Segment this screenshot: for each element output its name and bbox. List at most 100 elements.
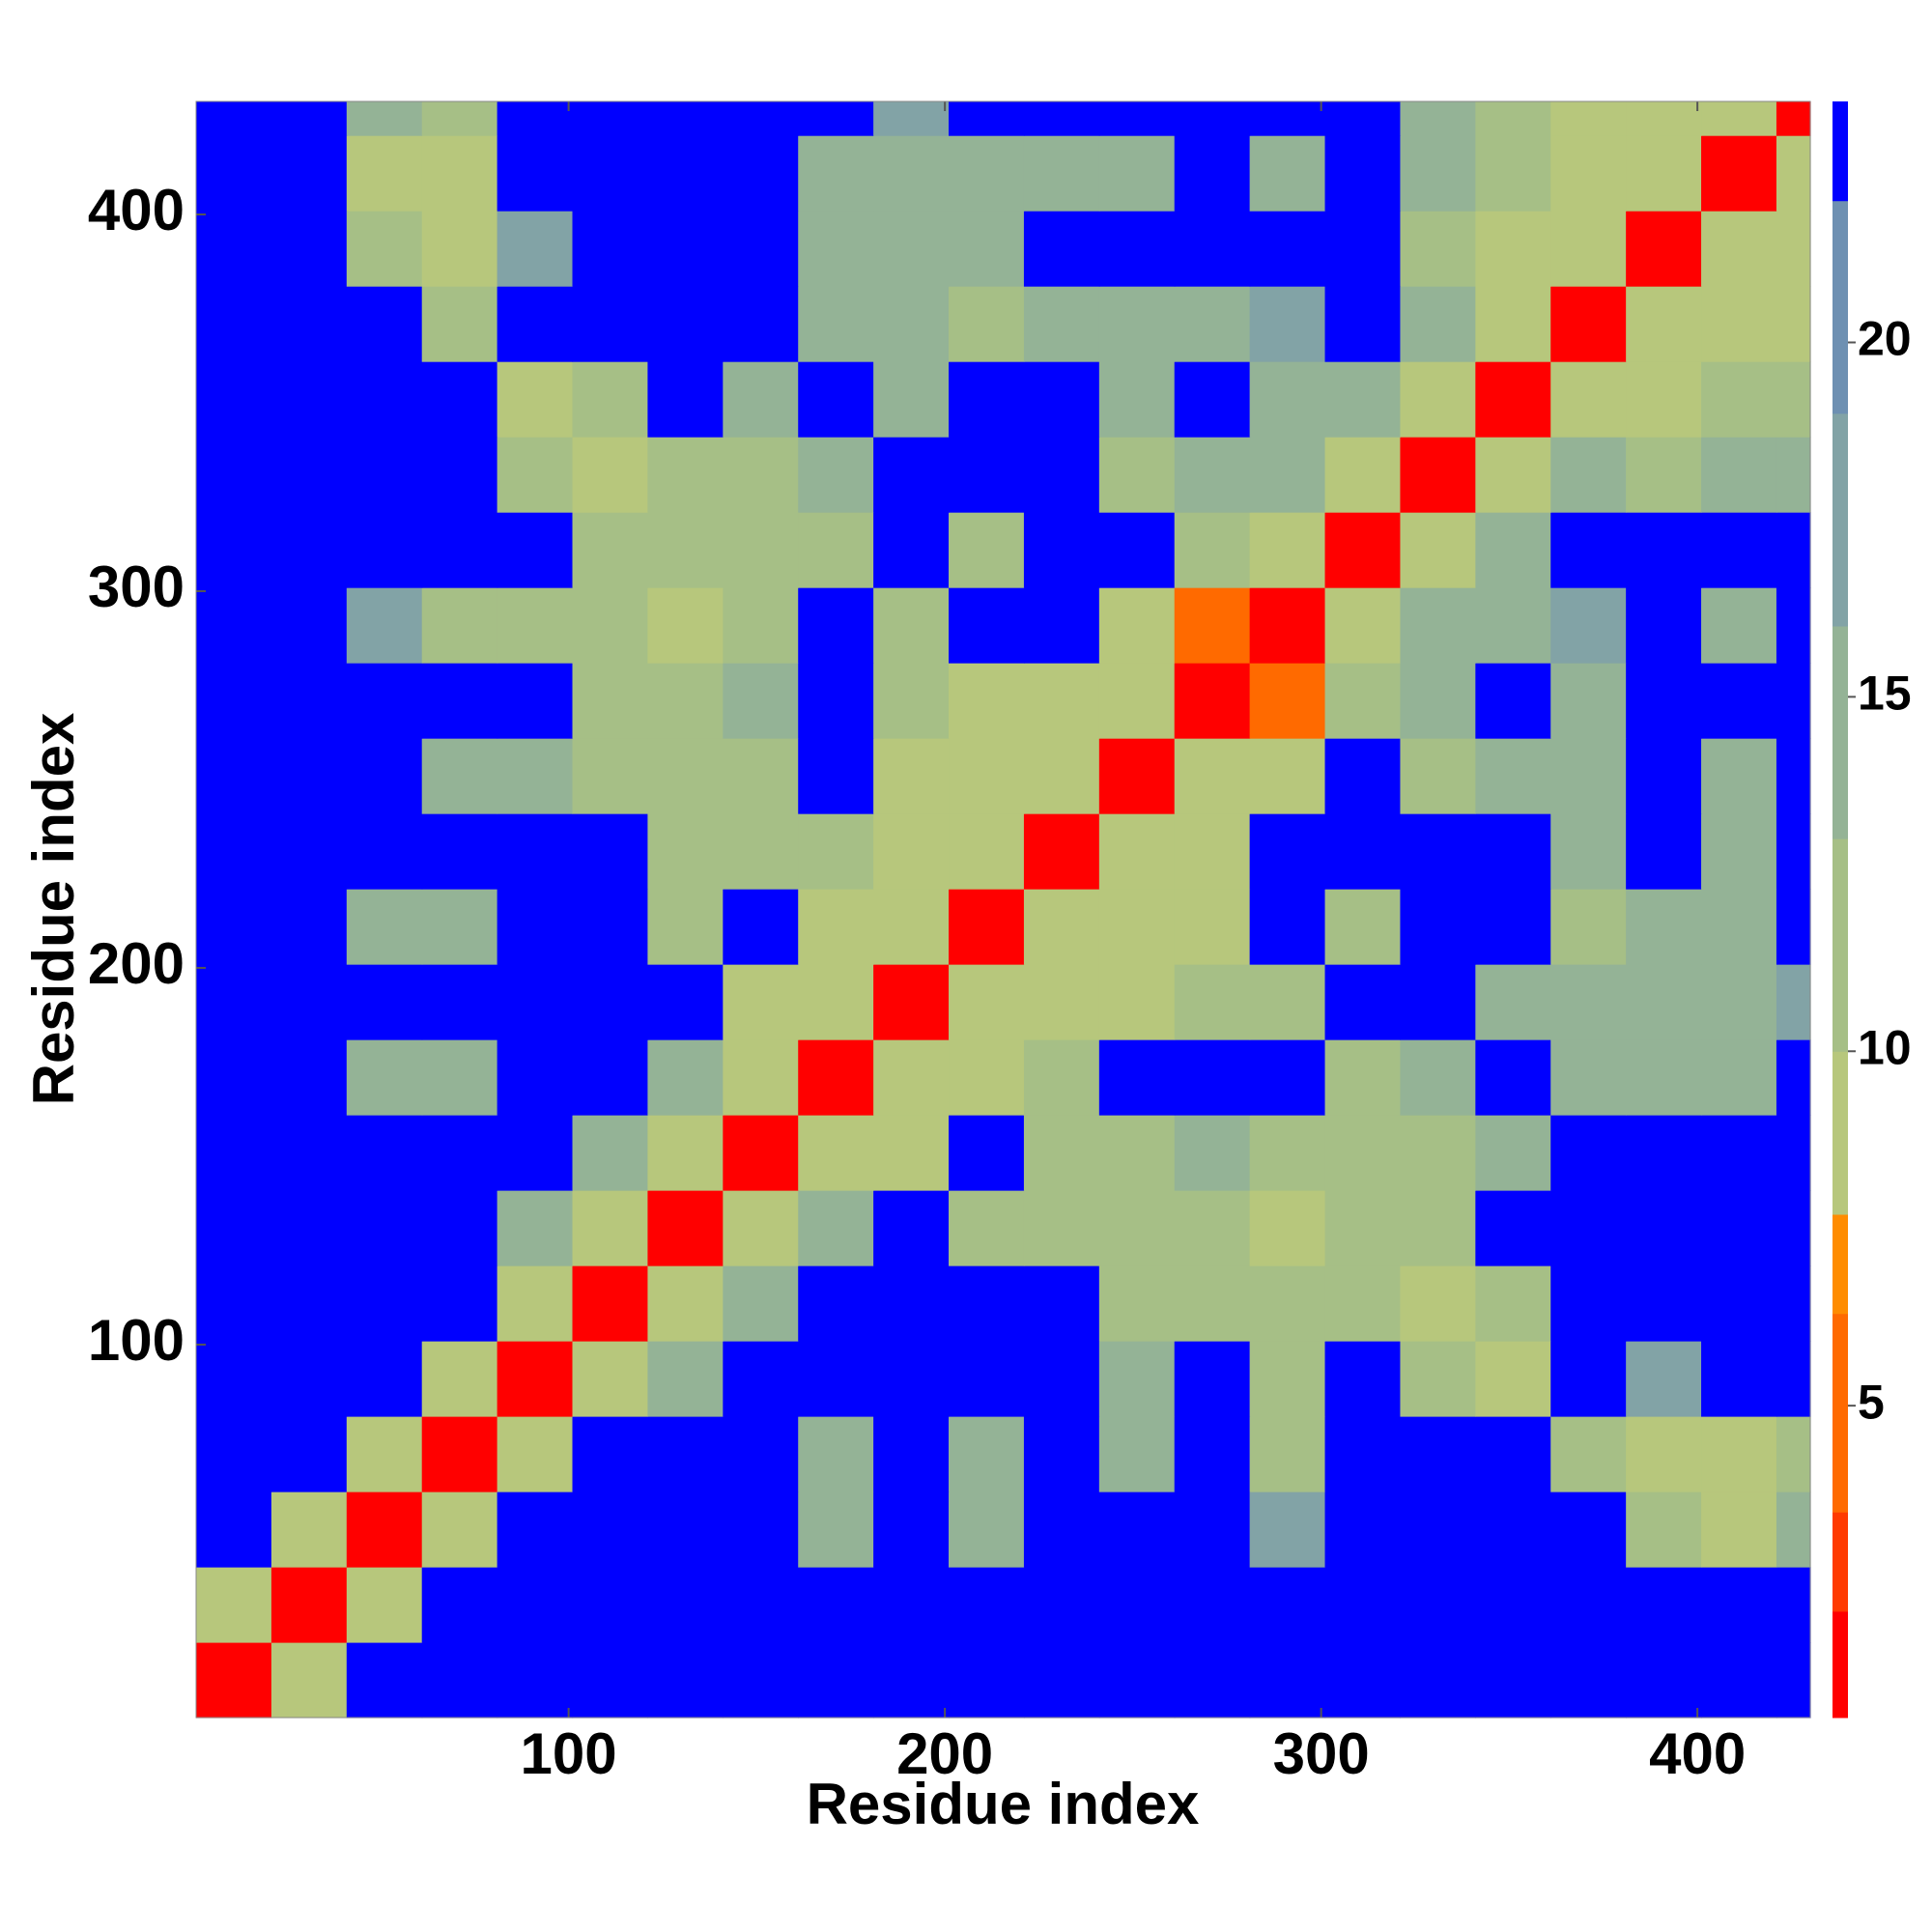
heatmap-cell [949, 1567, 1025, 1643]
heatmap-cell [647, 1039, 724, 1116]
heatmap-cell [798, 1492, 874, 1568]
heatmap-cell [421, 361, 498, 438]
heatmap-cell [1324, 1416, 1402, 1492]
heatmap-cell [1249, 738, 1326, 814]
heatmap-cell [421, 1039, 498, 1116]
heatmap-cell [1023, 1567, 1100, 1643]
heatmap-cell [572, 286, 649, 362]
heatmap-cell [497, 135, 574, 212]
heatmap-cell [1550, 1039, 1627, 1116]
heatmap-cell [497, 738, 574, 814]
heatmap-cell [572, 512, 649, 588]
heatmap-cell [1023, 1039, 1100, 1116]
heatmap-cell [723, 1567, 799, 1643]
heatmap-cell [1550, 1115, 1627, 1191]
heatmap-cell [1098, 1341, 1176, 1417]
heatmap-cell [1098, 1416, 1176, 1492]
heatmap-cell [647, 1341, 724, 1417]
colorbar-band [1833, 1313, 1848, 1513]
heatmap-cell [1701, 512, 1777, 588]
heatmap-cell [1174, 889, 1251, 965]
heatmap-cell [798, 211, 874, 287]
heatmap-cell [196, 738, 272, 814]
heatmap-cell [1400, 1416, 1476, 1492]
heatmap-cell [346, 135, 423, 212]
colorbar-band [1833, 1610, 1848, 1719]
heatmap-cell [723, 813, 799, 890]
heatmap-cell [1324, 1265, 1402, 1342]
x-tick-label: 400 [1649, 1721, 1746, 1786]
colorbar-band [1833, 200, 1848, 414]
heatmap-cell [1475, 889, 1551, 965]
heatmap-cell [421, 1642, 498, 1719]
heatmap-cell [1550, 587, 1627, 664]
heatmap-cell [1400, 1115, 1476, 1191]
heatmap-cell [1776, 1190, 1811, 1266]
heatmap-cell [647, 437, 724, 513]
heatmap-cell [1701, 1341, 1777, 1417]
heatmap-cell [798, 1039, 874, 1116]
heatmap-cell [1776, 738, 1811, 814]
heatmap-cell [572, 964, 649, 1040]
heatmap-cell [1550, 437, 1627, 513]
heatmap-cell [1324, 1492, 1402, 1568]
heatmap-cell [1626, 663, 1702, 739]
heatmap-cell [1550, 1341, 1627, 1417]
heatmap-cell [270, 1341, 348, 1417]
heatmap-cell [346, 286, 423, 362]
heatmap-cell [196, 1115, 272, 1191]
heatmap-cell [270, 663, 348, 739]
heatmap-cell [1324, 286, 1402, 362]
heatmap-cell [798, 1265, 874, 1342]
heatmap-cell [1776, 1039, 1811, 1116]
heatmap-cell [723, 964, 799, 1040]
heatmap-cell [1249, 286, 1326, 362]
heatmap-cell [873, 1416, 950, 1492]
heatmap-cell [421, 101, 498, 136]
heatmap-cell [497, 1341, 574, 1417]
heatmap-cell [270, 101, 348, 136]
heatmap-cell [1400, 964, 1476, 1040]
heatmap-cell [647, 1567, 724, 1643]
heatmap-cell [196, 135, 272, 212]
heatmap-cell [497, 1190, 574, 1266]
heatmap-cell [798, 1190, 874, 1266]
heatmap-cell [270, 738, 348, 814]
heatmap-cell [798, 1642, 874, 1719]
heatmap-cell [421, 1416, 498, 1492]
heatmap-cell [1098, 512, 1176, 588]
heatmap-cell [1475, 1039, 1551, 1116]
heatmap-cell [1023, 1115, 1100, 1191]
heatmap-cell [1626, 211, 1702, 287]
heatmap-cell [723, 1190, 799, 1266]
heatmap-cell [1023, 135, 1100, 212]
heatmap-cell [346, 361, 423, 438]
heatmap-cell [1400, 512, 1476, 588]
heatmap-cell [1400, 361, 1476, 438]
heatmap-cell [798, 512, 874, 588]
heatmap-cell [647, 1492, 724, 1568]
heatmap-cell [421, 964, 498, 1040]
heatmap-cell [1023, 587, 1100, 664]
heatmap-cell [1475, 1190, 1551, 1266]
heatmap-cell [572, 1341, 649, 1417]
heatmap-cell [1701, 889, 1777, 965]
heatmap-cell [1098, 211, 1176, 287]
heatmap-cell [1776, 1265, 1811, 1342]
heatmap-cell [346, 1492, 423, 1568]
heatmap-cell [1626, 738, 1702, 814]
heatmap-cell [196, 286, 272, 362]
heatmap-cell [497, 1039, 574, 1116]
heatmap-cell [497, 1115, 574, 1191]
heatmap-cell [1174, 101, 1251, 136]
heatmap-cell [1249, 587, 1326, 664]
heatmap-cell [1174, 964, 1251, 1040]
heatmap-cell [1098, 286, 1176, 362]
heatmap-cell [1626, 964, 1702, 1040]
heatmap-cell [1776, 211, 1811, 287]
heatmap-cell [1249, 361, 1326, 438]
heatmap-cell [1776, 1567, 1811, 1643]
heatmap-cell [798, 587, 874, 664]
